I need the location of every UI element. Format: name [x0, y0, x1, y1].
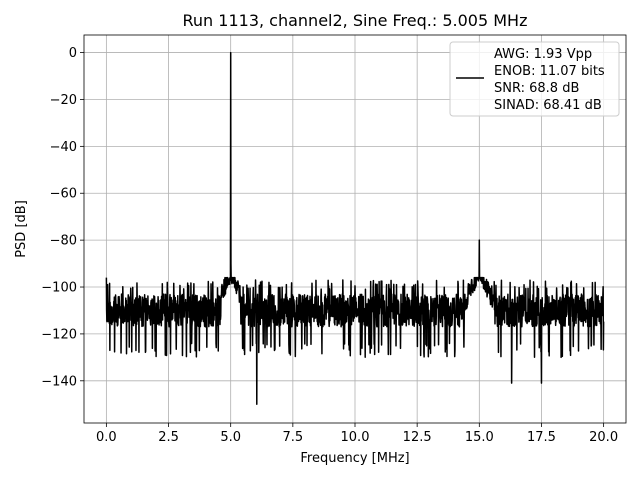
legend-line-snr: SNR: 68.8 dB [494, 81, 579, 96]
x-axis-label: Frequency [MHz] [300, 451, 409, 466]
y-tick-label: −120 [41, 327, 77, 342]
y-tick-label: −20 [50, 93, 77, 108]
x-tick-label: 0.0 [96, 430, 117, 445]
legend-box [449, 41, 620, 117]
y-tick-label: −40 [50, 140, 77, 155]
x-tick-label: 10.0 [341, 430, 370, 445]
x-tick-label: 2.5 [158, 430, 179, 445]
y-axis-label: PSD [dB] [14, 200, 29, 258]
x-tick-label: 7.5 [283, 430, 304, 445]
x-tick-label: 17.5 [527, 430, 556, 445]
psd-series-line [105, 51, 605, 405]
x-tick-label: 20.0 [589, 430, 618, 445]
y-axis-ticks: 0 −20 −40 −60 −80 −100 −120 −140 [41, 46, 84, 389]
x-tick-label: 5.0 [220, 430, 241, 445]
y-tick-label: 0 [69, 46, 77, 61]
y-tick-label: −60 [50, 187, 77, 202]
legend-line-awg: AWG: 1.93 Vpp [494, 47, 592, 62]
legend-line-enob: ENOB: 11.07 bits [494, 64, 605, 79]
series-layer [105, 51, 605, 405]
y-tick-label: −80 [50, 234, 77, 249]
x-axis-ticks: 0.0 2.5 5.0 7.5 10.0 12.5 15.0 17.5 20.0 [96, 423, 618, 445]
x-tick-label: 12.5 [403, 430, 432, 445]
legend: AWG: 1.93 Vpp ENOB: 11.07 bits SNR: 68.8… [449, 41, 620, 117]
x-tick-label: 15.0 [465, 430, 494, 445]
y-tick-label: −100 [41, 281, 77, 296]
chart-title: Run 1113, channel2, Sine Freq.: 5.005 MH… [183, 11, 528, 30]
y-tick-label: −140 [41, 374, 77, 389]
legend-line-sinad: SINAD: 68.41 dB [494, 98, 602, 113]
